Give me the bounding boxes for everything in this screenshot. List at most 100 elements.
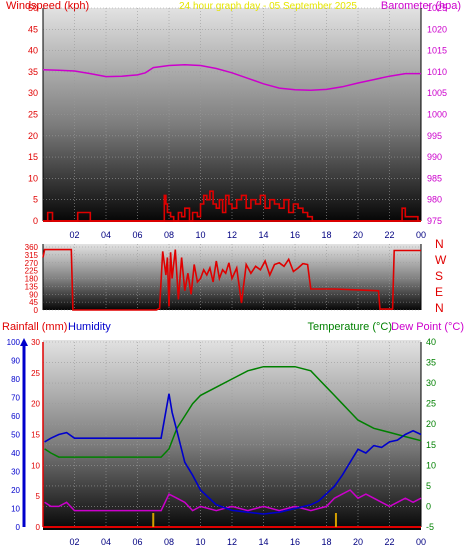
direction-tick-label: 0 (34, 306, 39, 315)
rain-x-tick-label: 02 (69, 537, 79, 547)
rain-x-tick-label: 06 (132, 537, 142, 547)
rain-x-tick-label: 04 (101, 537, 111, 547)
temp-tick-label: 25 (426, 399, 436, 409)
baro-tick-label: 1025 (427, 3, 447, 13)
temperature-line (44, 365, 422, 458)
rain-x-tick-label: 22 (384, 537, 394, 547)
humidity-tick-label: 30 (11, 468, 20, 477)
baro-tick-label: 1010 (427, 67, 447, 77)
rain-tick-label: 0 (36, 523, 41, 532)
wind-tick-label: 5 (33, 195, 38, 205)
wind-x-tick-label: 08 (164, 230, 174, 240)
temp-tick-label: 20 (426, 419, 436, 429)
rain-x-tick-label: 14 (258, 537, 268, 547)
rain-tick-label: 15 (31, 431, 40, 440)
direction-tick-label: 360 (25, 243, 39, 252)
wind-tick-label: 45 (28, 24, 38, 34)
wind-tick-label: 0 (33, 216, 38, 226)
wind-tick-label: 30 (28, 88, 38, 98)
humidity-tick-label: 0 (16, 523, 21, 532)
humidity-tick-label: 40 (11, 449, 20, 458)
temperature-axis-title: Temperature (°C) (308, 321, 392, 333)
rain-x-tick-label: 16 (290, 537, 300, 547)
rain-x-tick-label: 10 (195, 537, 205, 547)
wind-x-tick-label: 04 (101, 230, 111, 240)
wind-x-tick-label: 06 (132, 230, 142, 240)
wind-x-tick-label: 22 (384, 230, 394, 240)
windspeed-line (43, 190, 419, 222)
baro-tick-label: 980 (427, 195, 442, 205)
wind-tick-label: 50 (28, 3, 38, 13)
wind-x-tick-label: 02 (69, 230, 79, 240)
humidity-tick-label: 70 (11, 394, 20, 403)
rain-tick-label: 30 (31, 338, 40, 347)
wind-x-tick-label: 00 (416, 230, 426, 240)
humidity-axis-arrow (20, 338, 28, 346)
wind-tick-label: 35 (28, 67, 38, 77)
humidity-tick-label: 80 (11, 375, 20, 384)
direction-tick-label: 45 (29, 298, 38, 307)
compass-label: N (435, 301, 444, 315)
wind-x-tick-label: 20 (353, 230, 363, 240)
baro-tick-label: 1015 (427, 46, 447, 56)
wind-tick-label: 40 (28, 46, 38, 56)
compass-label: S (435, 269, 443, 283)
direction-tick-label: 225 (25, 267, 39, 276)
temp-tick-label: 15 (426, 440, 436, 450)
humidity-tick-label: 90 (11, 357, 20, 366)
baro-tick-label: 1000 (427, 110, 447, 120)
temp-tick-label: -5 (426, 522, 434, 532)
compass-label: W (435, 253, 447, 267)
dewpoint-line (44, 489, 422, 512)
rain-x-tick-label: 18 (321, 537, 331, 547)
baro-tick-label: 975 (427, 216, 442, 226)
rain-tick-label: 10 (31, 461, 40, 470)
baro-tick-label: 995 (427, 131, 442, 141)
humidity-tick-label: 50 (11, 431, 20, 440)
wind-tick-label: 25 (28, 110, 38, 120)
rainfall-axis-title: Rainfall (mm) (2, 321, 67, 333)
humidity-tick-label: 100 (7, 338, 21, 347)
wind-tick-label: 20 (28, 131, 38, 141)
graph-title: 24 hour graph day - 05 September 2025 (179, 1, 357, 12)
baro-tick-label: 990 (427, 152, 442, 162)
rain-x-tick-label: 00 (416, 537, 426, 547)
rain-tick-label: 20 (31, 400, 40, 409)
compass-label: E (435, 285, 443, 299)
rain-tick-label: 5 (36, 492, 41, 501)
direction-tick-label: 315 (25, 251, 39, 260)
humidity-tick-label: 20 (11, 486, 20, 495)
wind-direction-line (42, 248, 421, 311)
wind-x-tick-label: 14 (258, 230, 268, 240)
direction-tick-label: 270 (25, 259, 39, 268)
direction-tick-label: 90 (29, 290, 38, 299)
wind-x-tick-label: 10 (195, 230, 205, 240)
humidity-line (44, 393, 422, 515)
wind-x-tick-label: 16 (290, 230, 300, 240)
temp-tick-label: 10 (426, 460, 436, 470)
baro-tick-label: 985 (427, 173, 442, 183)
baro-tick-label: 1005 (427, 88, 447, 98)
windspeed-axis-title: Windspeed (kph) (6, 0, 89, 12)
rain-x-tick-label: 20 (353, 537, 363, 547)
barometer-line (42, 63, 421, 91)
wind-tick-label: 10 (28, 173, 38, 183)
rain-x-tick-label: 08 (164, 537, 174, 547)
wind-x-tick-label: 12 (227, 230, 237, 240)
temp-tick-label: 0 (426, 501, 431, 511)
direction-tick-label: 180 (25, 275, 39, 284)
direction-tick-label: 135 (25, 282, 39, 291)
baro-tick-label: 1020 (427, 24, 447, 34)
humidity-tick-label: 10 (11, 505, 20, 514)
wind-tick-label: 15 (28, 152, 38, 162)
temp-tick-label: 5 (426, 481, 431, 491)
rain-x-tick-label: 12 (227, 537, 237, 547)
barometer-axis-title: Barometer (hpa) (381, 0, 461, 12)
compass-label: N (435, 237, 444, 251)
humidity-axis-title: Humidity (68, 321, 111, 333)
dewpoint-axis-title: Dew Point (°C) (391, 321, 464, 333)
chart-marks: 0510152025303540455097598098599099510001… (7, 3, 447, 547)
humidity-tick-label: 60 (11, 412, 20, 421)
